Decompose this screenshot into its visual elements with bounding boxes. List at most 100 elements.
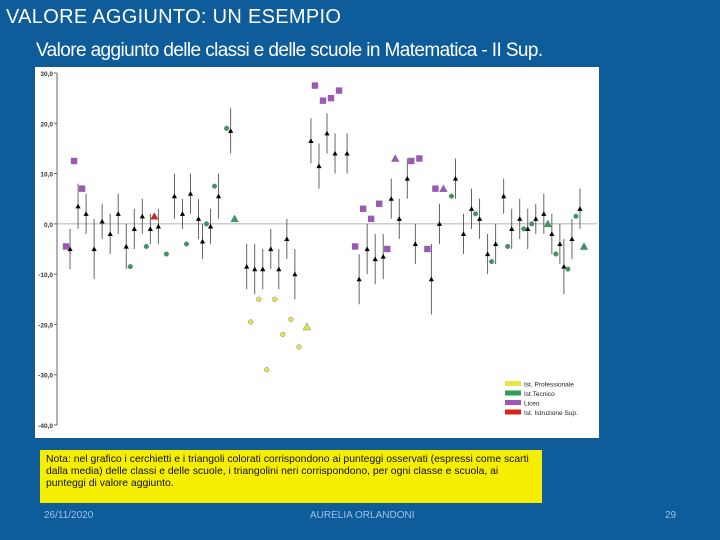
observed-point — [351, 243, 359, 250]
value-added-point — [215, 193, 222, 199]
value-added-point — [569, 236, 575, 242]
value-added-point — [107, 231, 113, 236]
value-added-point — [155, 223, 161, 229]
y-tick-label: 20,0 — [40, 121, 53, 128]
observed-point — [127, 264, 133, 270]
value-added-point — [485, 251, 491, 257]
value-added-point — [452, 176, 459, 181]
value-added-point — [187, 191, 194, 196]
observed-point — [150, 211, 159, 220]
value-added-point — [460, 231, 467, 236]
observed-point — [248, 319, 254, 325]
value-added-point — [436, 221, 443, 226]
note-box: Nota: nel grafico i cerchietti e i trian… — [40, 450, 542, 503]
observed-point — [543, 219, 553, 228]
value-added-point — [412, 241, 418, 247]
observed-point — [448, 193, 455, 199]
observed-point — [335, 87, 343, 94]
observed-point — [302, 322, 312, 331]
value-added-point — [509, 226, 515, 231]
value-added-point — [388, 196, 394, 201]
value-added-point — [67, 246, 73, 252]
observed-point — [553, 251, 559, 257]
value-added-point — [396, 216, 402, 221]
footer-page-number: 29 — [665, 510, 677, 521]
observed-point — [62, 243, 70, 250]
value-added-point — [316, 163, 322, 169]
observed-point — [272, 296, 278, 302]
observed-point — [573, 213, 579, 219]
observed-point — [70, 157, 78, 165]
value-added-point — [83, 211, 89, 216]
observed-point — [143, 243, 149, 250]
observed-point — [327, 94, 335, 102]
value-added-point — [308, 138, 314, 143]
value-added-point — [404, 176, 410, 181]
y-tick-label: 10,0 — [40, 172, 53, 179]
value-added-point — [268, 246, 274, 252]
observed-point — [565, 266, 571, 272]
value-added-point — [228, 128, 234, 133]
observed-point — [311, 82, 319, 89]
observed-point — [319, 97, 327, 104]
observed-point — [408, 157, 415, 165]
value-added-point — [123, 243, 129, 249]
observed-point — [203, 221, 210, 227]
observed-point — [163, 251, 169, 257]
legend-label: Ist. Istruzione Sup. — [524, 410, 578, 417]
observed-point — [473, 211, 479, 217]
value-added-point — [260, 266, 266, 272]
value-added-point — [549, 231, 555, 236]
y-tick-label: -30,0 — [38, 373, 53, 380]
value-added-point — [99, 218, 105, 224]
legend-swatch — [505, 400, 521, 405]
value-added-point — [115, 211, 121, 216]
value-added-point — [501, 193, 507, 199]
footer-author: AURELIA ORLANDONI — [310, 510, 415, 521]
legend-label: Liceo — [524, 401, 540, 408]
legend-swatch — [505, 390, 521, 396]
value-added-point — [533, 216, 539, 221]
observed-point — [489, 259, 495, 265]
observed-point — [183, 241, 190, 247]
value-added-point — [364, 246, 370, 252]
y-tick-label: -40,0 — [38, 423, 53, 430]
y-tick-label: -20,0 — [38, 322, 53, 329]
chart-area: 30,0 20,0 10,0 0,0 -10,0 -20,0 -30,0 -40,0 Ist. … — [35, 67, 599, 438]
observed-point — [280, 331, 286, 338]
value-added-point — [468, 206, 475, 211]
value-added-point — [476, 216, 483, 221]
observed-point — [212, 183, 218, 189]
value-added-point — [207, 223, 214, 229]
value-added-point — [380, 253, 386, 259]
slide-title: VALORE AGGIUNTO: UN ESEMPIO — [6, 6, 342, 28]
value-added-point — [561, 264, 567, 269]
observed-point — [505, 243, 511, 250]
observed-point — [367, 215, 375, 223]
value-added-point — [372, 256, 378, 262]
value-added-point — [252, 266, 258, 272]
legend-label: Ist.Tecnico — [524, 391, 555, 398]
value-added-point — [147, 226, 153, 231]
value-added-point — [332, 150, 338, 156]
observed-point — [230, 214, 239, 223]
value-added-point — [428, 276, 434, 282]
legend-label: Ist. Professionale — [524, 382, 574, 389]
value-added-point — [344, 150, 350, 156]
value-added-point — [557, 241, 563, 247]
observed-point — [264, 367, 270, 373]
value-added-point — [356, 276, 362, 282]
value-added-point — [525, 226, 531, 231]
observed-point — [521, 226, 527, 232]
observed-point — [529, 221, 535, 227]
observed-point — [296, 344, 302, 350]
value-added-point — [292, 271, 298, 277]
observed-point — [579, 242, 589, 250]
value-added-point — [199, 238, 206, 244]
value-added-point — [517, 216, 523, 221]
value-added-point — [541, 211, 547, 216]
observed-point — [288, 316, 294, 322]
observed-point — [424, 245, 431, 253]
observed-point — [439, 184, 448, 192]
value-added-point — [577, 206, 583, 211]
